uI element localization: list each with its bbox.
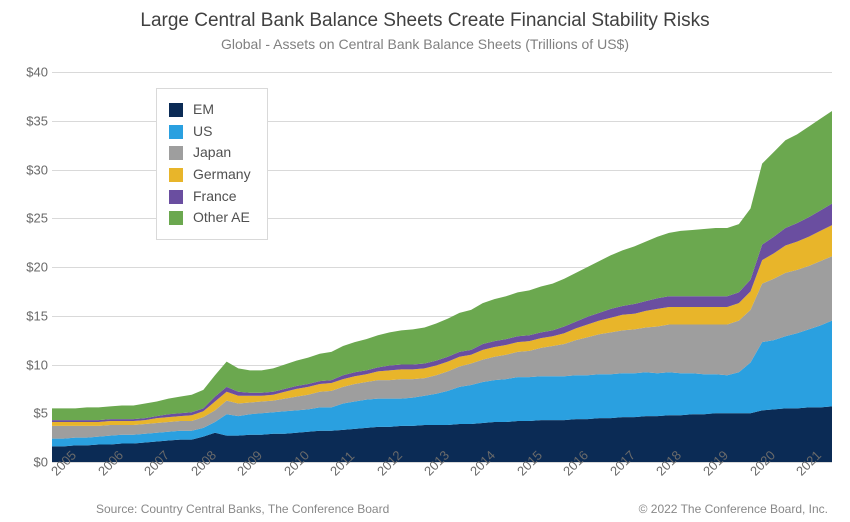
- legend-item-france: France: [169, 186, 251, 208]
- y-tick-label: $35: [6, 113, 48, 128]
- source-note: Source: Country Central Banks, The Confe…: [96, 502, 389, 516]
- legend-item-japan: Japan: [169, 142, 251, 164]
- legend-label: Germany: [193, 164, 251, 186]
- copyright-note: © 2022 The Conference Board, Inc.: [639, 502, 828, 516]
- legend-swatch: [169, 146, 183, 160]
- y-tick-label: $25: [6, 211, 48, 226]
- chart-title: Large Central Bank Balance Sheets Create…: [0, 10, 850, 32]
- legend-swatch: [169, 168, 183, 182]
- y-tick-label: $0: [6, 455, 48, 470]
- legend-swatch: [169, 211, 183, 225]
- y-tick-label: $40: [6, 65, 48, 80]
- legend-label: Japan: [193, 142, 231, 164]
- legend-item-germany: Germany: [169, 164, 251, 186]
- legend-item-em: EM: [169, 99, 251, 121]
- plot-area: EMUSJapanGermanyFranceOther AE: [52, 72, 832, 462]
- legend-item-us: US: [169, 121, 251, 143]
- legend-swatch: [169, 190, 183, 204]
- chart-container: Large Central Bank Balance Sheets Create…: [0, 0, 850, 522]
- legend-box: EMUSJapanGermanyFranceOther AE: [156, 88, 268, 240]
- y-tick-label: $20: [6, 260, 48, 275]
- legend-swatch: [169, 125, 183, 139]
- y-tick-label: $5: [6, 406, 48, 421]
- y-tick-label: $30: [6, 162, 48, 177]
- legend-label: Other AE: [193, 207, 250, 229]
- legend-label: France: [193, 186, 237, 208]
- chart-subtitle: Global - Assets on Central Bank Balance …: [0, 36, 850, 52]
- legend-label: EM: [193, 99, 214, 121]
- legend-item-other-ae: Other AE: [169, 207, 251, 229]
- y-tick-label: $15: [6, 308, 48, 323]
- legend-label: US: [193, 121, 212, 143]
- legend-swatch: [169, 103, 183, 117]
- x-axis-labels: 2005200620072008200920102011201220132014…: [52, 464, 832, 504]
- y-tick-label: $10: [6, 357, 48, 372]
